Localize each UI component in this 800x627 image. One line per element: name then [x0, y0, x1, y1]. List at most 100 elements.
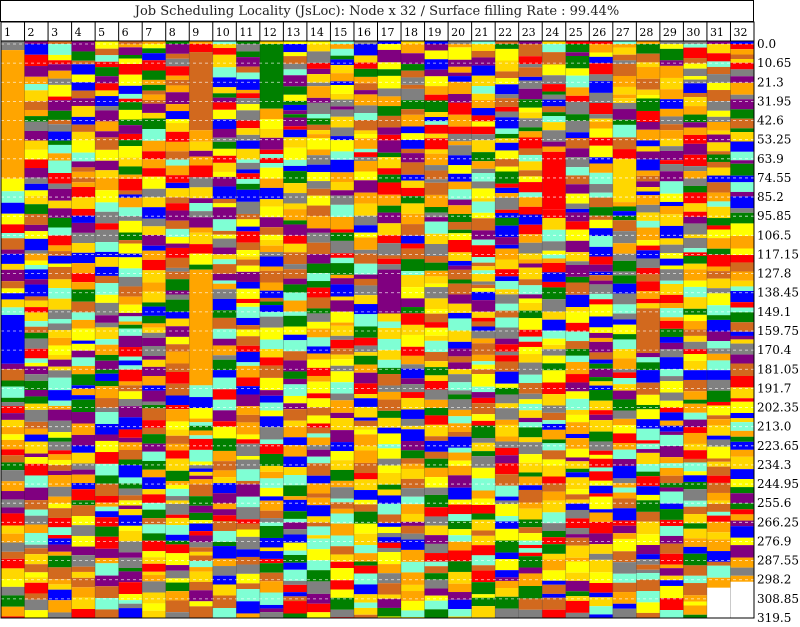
job-cell	[471, 374, 496, 387]
job-cell	[165, 514, 190, 518]
job-cell	[448, 362, 472, 370]
job-cell	[542, 355, 566, 364]
job-cell	[730, 354, 754, 364]
job-cell	[306, 254, 331, 264]
job-cell	[353, 326, 378, 338]
job-cell	[448, 260, 472, 266]
job-cell	[118, 220, 143, 233]
job-cell	[589, 458, 613, 468]
job-cell	[706, 419, 731, 426]
job-cell	[424, 525, 449, 536]
job-cell	[259, 572, 284, 582]
job-cell	[24, 463, 49, 476]
y-tick-label: 276.9	[757, 534, 791, 548]
job-cell	[236, 329, 260, 337]
job-cell	[683, 127, 707, 135]
job-cell	[165, 165, 190, 176]
job-cell	[565, 167, 590, 176]
job-cell	[542, 299, 566, 312]
job-cell	[730, 487, 754, 494]
job-cell	[518, 224, 543, 235]
job-cell	[71, 152, 96, 162]
job-cell	[71, 555, 96, 567]
job-cell	[589, 363, 613, 369]
job-cell	[636, 569, 660, 574]
job-cell	[48, 390, 72, 401]
job-cell	[212, 219, 237, 231]
job-cell	[353, 607, 378, 615]
job-cell	[659, 41, 684, 44]
job-cell	[424, 149, 449, 154]
job-cell	[95, 526, 119, 537]
job-cell	[306, 273, 331, 282]
job-cell	[48, 579, 72, 585]
job-cell	[589, 128, 613, 138]
job-cell	[306, 242, 331, 255]
job-cell	[24, 487, 49, 501]
job-cell	[259, 157, 284, 164]
job-cell	[495, 294, 519, 304]
job-cell	[259, 327, 284, 340]
job-cell	[542, 370, 566, 383]
job-cell	[612, 483, 637, 488]
job-cell	[118, 557, 143, 569]
job-cell	[236, 148, 260, 160]
job-cell	[377, 313, 402, 322]
job-cell	[495, 580, 519, 589]
job-cell	[730, 339, 754, 344]
job-cell	[448, 318, 472, 331]
job-cell	[330, 109, 354, 117]
job-cell	[659, 60, 684, 66]
job-cell	[377, 374, 402, 386]
job-cell	[683, 575, 707, 584]
job-cell	[48, 84, 72, 97]
job-cell	[1, 427, 25, 435]
job-cell	[518, 64, 543, 68]
job-cell	[706, 405, 731, 416]
y-tick-label: 159.75	[757, 324, 799, 338]
job-cell	[48, 110, 72, 120]
job-cell	[636, 511, 660, 522]
job-cell	[189, 130, 213, 142]
job-cell	[330, 354, 354, 360]
job-cell	[212, 280, 237, 284]
job-cell	[401, 521, 425, 526]
job-cell	[730, 520, 754, 527]
node-label: 28	[639, 26, 653, 39]
job-cell	[730, 160, 754, 164]
job-cell	[683, 252, 707, 256]
job-cell	[353, 138, 378, 149]
job-cell	[424, 415, 449, 425]
job-cell	[706, 161, 731, 168]
job-cell	[495, 419, 519, 425]
job-cell	[48, 124, 72, 132]
job-cell	[542, 597, 566, 610]
job-cell	[565, 193, 590, 204]
job-cell	[565, 322, 590, 332]
job-cell	[448, 521, 472, 530]
job-cell	[683, 538, 707, 547]
job-cell	[377, 338, 402, 351]
job-cell	[424, 298, 449, 310]
job-cell	[589, 184, 613, 193]
job-cell	[353, 499, 378, 505]
job-cell	[448, 382, 472, 391]
job-cell	[71, 177, 96, 183]
job-cell	[495, 166, 519, 172]
job-cell	[142, 234, 166, 246]
job-cell	[48, 227, 72, 236]
job-cell	[48, 377, 72, 391]
job-cell	[495, 496, 519, 501]
job-cell	[424, 283, 449, 288]
job-cell	[659, 463, 684, 468]
y-tick-label: 85.2	[757, 190, 784, 204]
job-cell	[518, 552, 543, 557]
job-cell	[377, 391, 402, 400]
job-cell	[448, 294, 472, 304]
job-cell	[24, 238, 49, 251]
job-cell	[448, 330, 472, 342]
job-cell	[48, 503, 72, 509]
job-cell	[683, 134, 707, 144]
job-cell	[424, 165, 449, 171]
job-cell	[95, 121, 119, 132]
